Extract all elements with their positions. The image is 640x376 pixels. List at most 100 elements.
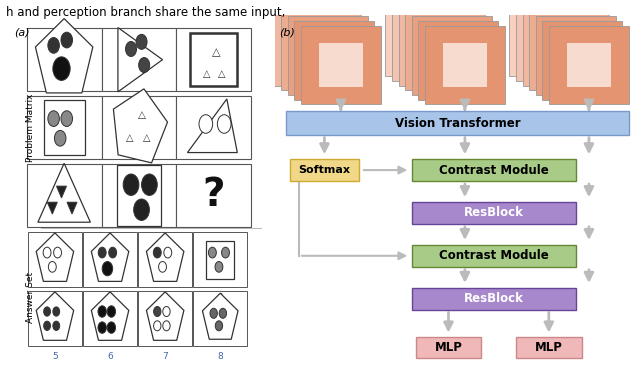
Text: 5: 5 <box>52 352 58 361</box>
Circle shape <box>134 199 149 220</box>
Circle shape <box>154 247 161 258</box>
Circle shape <box>98 306 106 317</box>
Circle shape <box>220 308 227 318</box>
FancyBboxPatch shape <box>412 288 576 310</box>
Circle shape <box>107 306 116 317</box>
Circle shape <box>109 247 116 258</box>
FancyBboxPatch shape <box>281 12 362 90</box>
FancyBboxPatch shape <box>412 17 492 95</box>
Text: 2: 2 <box>108 293 113 302</box>
Polygon shape <box>188 99 237 153</box>
Text: 8: 8 <box>218 352 223 361</box>
Polygon shape <box>206 241 234 279</box>
Text: △: △ <box>143 133 150 143</box>
FancyBboxPatch shape <box>286 112 629 135</box>
FancyBboxPatch shape <box>319 44 363 86</box>
FancyBboxPatch shape <box>385 0 466 76</box>
FancyBboxPatch shape <box>412 202 576 224</box>
FancyBboxPatch shape <box>405 12 485 90</box>
FancyBboxPatch shape <box>392 3 472 81</box>
Bar <box>27 164 102 227</box>
FancyBboxPatch shape <box>516 3 596 81</box>
Text: MLP: MLP <box>435 341 463 354</box>
Bar <box>28 291 82 346</box>
Polygon shape <box>36 292 74 340</box>
Bar <box>176 29 251 91</box>
Circle shape <box>99 247 106 258</box>
Polygon shape <box>44 100 84 155</box>
Text: △: △ <box>126 133 134 143</box>
FancyBboxPatch shape <box>529 12 609 90</box>
Circle shape <box>53 307 60 316</box>
FancyBboxPatch shape <box>536 17 616 95</box>
Circle shape <box>163 321 170 331</box>
Circle shape <box>44 321 51 331</box>
Circle shape <box>221 247 230 258</box>
Polygon shape <box>47 202 58 214</box>
Circle shape <box>159 262 166 272</box>
FancyBboxPatch shape <box>425 26 505 105</box>
Bar <box>193 232 247 287</box>
Circle shape <box>49 262 56 272</box>
Text: Vision Transformer: Vision Transformer <box>395 117 520 130</box>
Polygon shape <box>67 202 77 214</box>
FancyBboxPatch shape <box>412 245 576 267</box>
Circle shape <box>154 306 161 317</box>
FancyBboxPatch shape <box>522 7 603 86</box>
Text: △: △ <box>204 69 211 79</box>
Circle shape <box>209 247 216 258</box>
Circle shape <box>44 307 51 316</box>
Bar <box>102 96 176 159</box>
Circle shape <box>102 262 113 276</box>
Circle shape <box>48 38 60 53</box>
FancyBboxPatch shape <box>567 44 611 86</box>
Circle shape <box>154 321 161 331</box>
Polygon shape <box>56 186 67 198</box>
Circle shape <box>125 41 136 56</box>
Text: △: △ <box>212 47 221 58</box>
Bar <box>176 164 251 227</box>
Text: 1: 1 <box>52 293 58 302</box>
FancyBboxPatch shape <box>261 0 342 76</box>
Bar <box>28 232 82 287</box>
FancyBboxPatch shape <box>516 337 582 358</box>
Polygon shape <box>35 19 93 93</box>
Text: Softmax: Softmax <box>298 165 351 175</box>
FancyBboxPatch shape <box>287 17 368 95</box>
Circle shape <box>199 115 212 133</box>
Text: 4: 4 <box>218 293 223 302</box>
FancyBboxPatch shape <box>319 44 363 86</box>
Bar <box>138 232 192 287</box>
Bar <box>193 291 247 346</box>
Text: 3: 3 <box>163 293 168 302</box>
Text: MLP: MLP <box>535 341 563 354</box>
Text: Problem Matrix: Problem Matrix <box>26 93 35 162</box>
Polygon shape <box>92 233 129 281</box>
Bar <box>27 29 102 91</box>
Polygon shape <box>36 233 74 281</box>
Circle shape <box>215 321 223 331</box>
Circle shape <box>54 130 66 146</box>
Text: 6: 6 <box>107 352 113 361</box>
Bar <box>190 33 237 86</box>
Bar <box>102 164 176 227</box>
Bar <box>27 96 102 159</box>
Circle shape <box>164 247 172 258</box>
Polygon shape <box>116 165 161 226</box>
Polygon shape <box>113 89 168 163</box>
FancyBboxPatch shape <box>275 7 355 86</box>
FancyBboxPatch shape <box>567 44 611 86</box>
Bar <box>176 96 251 159</box>
Text: ResBlock: ResBlock <box>464 292 524 305</box>
Text: Contrast Module: Contrast Module <box>439 164 549 177</box>
Polygon shape <box>38 163 90 222</box>
FancyBboxPatch shape <box>301 26 381 105</box>
FancyBboxPatch shape <box>418 21 499 100</box>
Circle shape <box>218 115 231 133</box>
FancyBboxPatch shape <box>548 26 629 105</box>
Bar <box>83 232 137 287</box>
FancyBboxPatch shape <box>412 159 576 181</box>
Text: ?: ? <box>202 176 225 214</box>
Text: 7: 7 <box>163 352 168 361</box>
Text: ResBlock: ResBlock <box>464 206 524 220</box>
